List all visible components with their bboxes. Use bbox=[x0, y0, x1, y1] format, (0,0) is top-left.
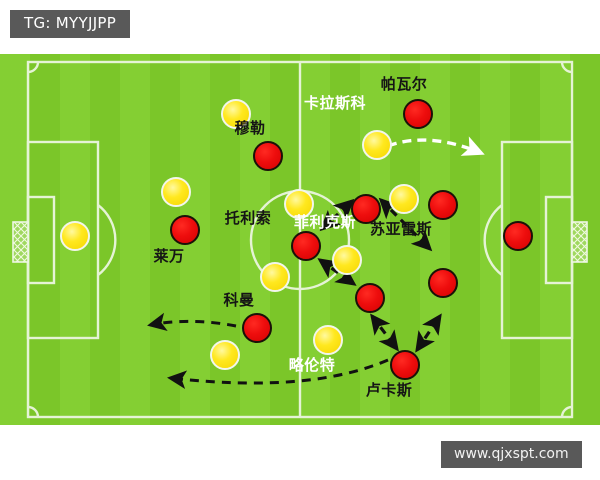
channel-tag-badge: TG: MYYJJPP bbox=[10, 10, 131, 38]
player-label: 菲利克斯 bbox=[293, 213, 357, 231]
pitch-markings bbox=[12, 60, 588, 419]
player-marker-red[interactable] bbox=[428, 268, 458, 298]
player-marker-yellow[interactable] bbox=[284, 189, 314, 219]
site-watermark: www.qjxspt.com bbox=[441, 441, 582, 468]
arrow-centerback2-lucas bbox=[370, 313, 399, 352]
player-label: 略伦特 bbox=[288, 356, 336, 374]
arrow-coman-run bbox=[147, 312, 237, 331]
player-marker-red[interactable] bbox=[390, 350, 420, 380]
player-marker-yellow[interactable] bbox=[313, 325, 343, 355]
player-label: 穆勒 bbox=[234, 119, 266, 137]
arrow-lucas-rightback bbox=[415, 313, 442, 353]
player-marker-red[interactable] bbox=[291, 231, 321, 261]
player-marker-yellow[interactable] bbox=[161, 177, 191, 207]
player-marker-red[interactable] bbox=[428, 190, 458, 220]
player-marker-yellow[interactable] bbox=[221, 99, 251, 129]
player-label: 卡拉斯科 bbox=[303, 94, 367, 112]
player-marker-yellow[interactable] bbox=[332, 245, 362, 275]
player-marker-red[interactable] bbox=[253, 141, 283, 171]
player-label: 托利索 bbox=[224, 209, 272, 227]
player-marker-red[interactable] bbox=[403, 99, 433, 129]
arrow-carrasco-run bbox=[387, 136, 485, 156]
arrow-tolisso-centerback1 bbox=[319, 198, 355, 232]
player-marker-yellow[interactable] bbox=[260, 262, 290, 292]
player-label: 莱万 bbox=[153, 247, 185, 265]
player-marker-yellow[interactable] bbox=[389, 184, 419, 214]
player-marker-yellow[interactable] bbox=[60, 221, 90, 251]
football-pitch: 穆勒莱万 托利索科曼略伦特 菲利克斯 卡拉斯科 帕瓦尔苏亚雷斯卢卡斯 bbox=[0, 54, 600, 425]
player-label: 帕瓦尔 bbox=[380, 75, 428, 93]
arrow-lucas-switch bbox=[167, 358, 389, 389]
player-marker-red[interactable] bbox=[170, 215, 200, 245]
player-label: 卢卡斯 bbox=[365, 381, 413, 399]
player-marker-red[interactable] bbox=[503, 221, 533, 251]
player-label: 苏亚雷斯 bbox=[369, 220, 433, 238]
player-marker-red[interactable] bbox=[351, 194, 381, 224]
player-marker-red[interactable] bbox=[242, 313, 272, 343]
arrow-centerback1-suarez bbox=[378, 197, 433, 252]
player-label: 科曼 bbox=[223, 291, 255, 309]
player-marker-yellow[interactable] bbox=[210, 340, 240, 370]
left-goal-net bbox=[12, 221, 29, 263]
player-marker-red[interactable] bbox=[355, 283, 385, 313]
right-goal-net bbox=[571, 221, 588, 263]
player-marker-yellow[interactable] bbox=[362, 130, 392, 160]
